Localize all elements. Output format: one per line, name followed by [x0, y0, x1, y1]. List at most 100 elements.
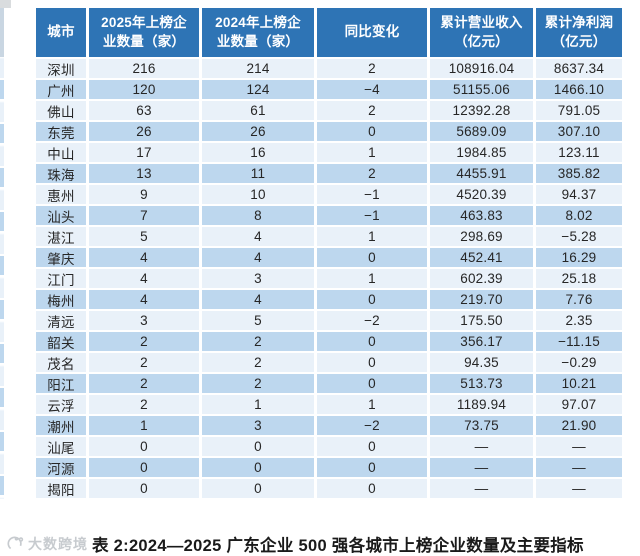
- city-cell: 珠海: [36, 164, 86, 183]
- yoy-change-cell: 0: [317, 248, 427, 267]
- revenue-cell: 219.70: [430, 290, 533, 309]
- city-cell: 湛江: [36, 227, 86, 246]
- netprofit-cell: −0.29: [536, 353, 622, 372]
- city-cell: 江门: [36, 269, 86, 288]
- netprofit-cell: 1466.10: [536, 80, 622, 99]
- city-cell: 肇庆: [36, 248, 86, 267]
- header-city: 城市: [36, 8, 86, 57]
- revenue-cell: —: [430, 458, 533, 477]
- netprofit-cell: −11.15: [536, 332, 622, 351]
- table-row: 汕头 7 8 −1 463.83 8.02: [36, 206, 622, 225]
- city-cell: 汕尾: [36, 437, 86, 456]
- count-2024-cell: 26: [202, 122, 314, 141]
- city-cell: 惠州: [36, 185, 86, 204]
- count-2025-cell: 4: [89, 248, 199, 267]
- yoy-change-cell: −1: [317, 206, 427, 225]
- city-cell: 中山: [36, 143, 86, 162]
- yoy-change-cell: 1: [317, 269, 427, 288]
- city-cell: 潮州: [36, 416, 86, 435]
- netprofit-cell: 8.02: [536, 206, 622, 225]
- city-cell: 阳江: [36, 374, 86, 393]
- netprofit-cell: 307.10: [536, 122, 622, 141]
- count-2024-cell: 1: [202, 395, 314, 414]
- count-2025-cell: 7: [89, 206, 199, 225]
- table-row: 汕尾 0 0 0 — —: [36, 437, 622, 456]
- yoy-change-cell: 0: [317, 122, 427, 141]
- count-2025-cell: 216: [89, 59, 199, 78]
- netprofit-cell: 16.29: [536, 248, 622, 267]
- city-cell: 河源: [36, 458, 86, 477]
- city-cell: 清远: [36, 311, 86, 330]
- revenue-cell: 175.50: [430, 311, 533, 330]
- yoy-change-cell: 0: [317, 332, 427, 351]
- count-2024-cell: 4: [202, 227, 314, 246]
- yoy-change-cell: 0: [317, 374, 427, 393]
- city-ranking-table: 城市 2025年上榜企 业数量（家） 2024年上榜企 业数量（家） 同比变化 …: [36, 8, 622, 498]
- revenue-cell: 356.17: [430, 332, 533, 351]
- yoy-change-cell: 1: [317, 143, 427, 162]
- yoy-change-cell: 0: [317, 290, 427, 309]
- revenue-cell: 463.83: [430, 206, 533, 225]
- count-2025-cell: 0: [89, 479, 199, 498]
- revenue-cell: 51155.06: [430, 80, 533, 99]
- count-2024-cell: 61: [202, 101, 314, 120]
- revenue-cell: 94.35: [430, 353, 533, 372]
- yoy-change-cell: −4: [317, 80, 427, 99]
- yoy-change-cell: 1: [317, 395, 427, 414]
- netprofit-cell: 25.18: [536, 269, 622, 288]
- table-row: 河源 0 0 0 — —: [36, 458, 622, 477]
- watermark-logo-icon: [7, 536, 24, 550]
- table-row: 梅州 4 4 0 219.70 7.76: [36, 290, 622, 309]
- count-2025-cell: 2: [89, 395, 199, 414]
- revenue-cell: 12392.28: [430, 101, 533, 120]
- count-2025-cell: 5: [89, 227, 199, 246]
- count-2025-cell: 63: [89, 101, 199, 120]
- count-2024-cell: 5: [202, 311, 314, 330]
- table-row: 深圳 216 214 2 108916.04 8637.34: [36, 59, 622, 78]
- count-2025-cell: 2: [89, 374, 199, 393]
- count-2025-cell: 13: [89, 164, 199, 183]
- table-row: 中山 17 16 1 1984.85 123.11: [36, 143, 622, 162]
- revenue-cell: 513.73: [430, 374, 533, 393]
- yoy-change-cell: 0: [317, 479, 427, 498]
- table-row: 湛江 5 4 1 298.69 −5.28: [36, 227, 622, 246]
- count-2025-cell: 4: [89, 269, 199, 288]
- count-2025-cell: 0: [89, 437, 199, 456]
- count-2025-cell: 2: [89, 353, 199, 372]
- count-2025-cell: 17: [89, 143, 199, 162]
- count-2024-cell: 4: [202, 290, 314, 309]
- netprofit-cell: 94.37: [536, 185, 622, 204]
- yoy-change-cell: 0: [317, 458, 427, 477]
- table-row: 惠州 9 10 −1 4520.39 94.37: [36, 185, 622, 204]
- netprofit-cell: 385.82: [536, 164, 622, 183]
- revenue-cell: 452.41: [430, 248, 533, 267]
- count-2024-cell: 124: [202, 80, 314, 99]
- count-2025-cell: 3: [89, 311, 199, 330]
- table-row: 清远 3 5 −2 175.50 2.35: [36, 311, 622, 330]
- count-2025-cell: 9: [89, 185, 199, 204]
- table-row: 珠海 13 11 2 4455.91 385.82: [36, 164, 622, 183]
- city-cell: 茂名: [36, 353, 86, 372]
- count-2024-cell: 0: [202, 437, 314, 456]
- netprofit-cell: —: [536, 458, 622, 477]
- table-row: 肇庆 4 4 0 452.41 16.29: [36, 248, 622, 267]
- city-cell: 韶关: [36, 332, 86, 351]
- netprofit-cell: 10.21: [536, 374, 622, 393]
- city-cell: 云浮: [36, 395, 86, 414]
- corner-artifact: [0, 0, 11, 8]
- revenue-cell: 602.39: [430, 269, 533, 288]
- revenue-cell: 108916.04: [430, 59, 533, 78]
- netprofit-cell: 791.05: [536, 101, 622, 120]
- watermark: 大数跨境: [7, 534, 88, 554]
- yoy-change-cell: 2: [317, 164, 427, 183]
- city-cell: 揭阳: [36, 479, 86, 498]
- header-yoy-change: 同比变化: [317, 8, 427, 57]
- city-cell: 佛山: [36, 101, 86, 120]
- count-2025-cell: 0: [89, 458, 199, 477]
- left-edge-table-sliver: [0, 8, 4, 499]
- netprofit-cell: 97.07: [536, 395, 622, 414]
- count-2025-cell: 120: [89, 80, 199, 99]
- netprofit-cell: —: [536, 479, 622, 498]
- table-row: 潮州 1 3 −2 73.75 21.90: [36, 416, 622, 435]
- table-caption: 表 2:2024—2025 广东企业 500 强各城市上榜企业数量及主要指标: [92, 537, 584, 555]
